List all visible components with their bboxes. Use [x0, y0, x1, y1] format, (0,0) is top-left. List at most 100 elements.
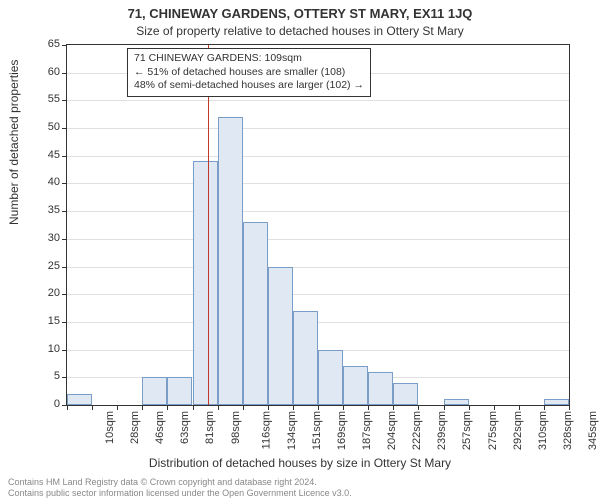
xtick-mark — [243, 405, 244, 410]
ytick-label: 40 — [30, 176, 60, 188]
xtick-mark — [167, 405, 168, 410]
histogram-bar — [142, 377, 167, 405]
y-axis-label: Number of detached properties — [7, 60, 21, 225]
ytick-label: 0 — [30, 398, 60, 410]
xtick-mark — [469, 405, 470, 410]
ytick-mark — [62, 350, 67, 351]
xtick-mark — [268, 405, 269, 410]
ytick-mark — [62, 211, 67, 212]
chart-title-sub: Size of property relative to detached ho… — [0, 24, 600, 38]
gridline — [67, 156, 569, 157]
xtick-label: 81sqm — [204, 411, 216, 444]
histogram-bar — [293, 311, 318, 405]
ytick-mark — [62, 100, 67, 101]
ytick-mark — [62, 294, 67, 295]
gridline — [67, 211, 569, 212]
xtick-label: 292sqm — [512, 411, 524, 450]
x-axis-label: Distribution of detached houses by size … — [0, 456, 600, 470]
footer-line-1: Contains HM Land Registry data © Crown c… — [8, 477, 352, 487]
ytick-mark — [62, 156, 67, 157]
xtick-label: 116sqm — [260, 411, 272, 449]
gridline — [67, 294, 569, 295]
xtick-label: 134sqm — [286, 411, 298, 450]
histogram-bar — [343, 366, 368, 405]
xtick-label: 204sqm — [386, 411, 398, 450]
xtick-mark — [117, 405, 118, 410]
ytick-mark — [62, 267, 67, 268]
ytick-label: 15 — [30, 315, 60, 327]
xtick-label: 46sqm — [154, 411, 166, 444]
xtick-label: 169sqm — [336, 411, 348, 450]
xtick-mark — [368, 405, 369, 410]
histogram-chart: 71, CHINEWAY GARDENS, OTTERY ST MARY, EX… — [0, 0, 600, 500]
xtick-mark — [418, 405, 419, 410]
histogram-bar — [544, 399, 569, 405]
histogram-bar — [368, 372, 393, 405]
ytick-mark — [62, 322, 67, 323]
ytick-label: 25 — [30, 260, 60, 272]
xtick-label: 328sqm — [562, 411, 574, 450]
xtick-label: 63sqm — [179, 411, 191, 444]
histogram-bar — [318, 350, 343, 405]
ytick-label: 30 — [30, 232, 60, 244]
histogram-bar — [268, 267, 293, 405]
histogram-bar — [393, 383, 418, 405]
chart-title-main: 71, CHINEWAY GARDENS, OTTERY ST MARY, EX… — [0, 6, 600, 21]
xtick-mark — [67, 405, 68, 410]
gridline — [67, 239, 569, 240]
xtick-mark — [393, 405, 394, 410]
annotation-line-1: 71 CHINEWAY GARDENS: 109sqm — [134, 52, 364, 66]
xtick-mark — [519, 405, 520, 410]
ytick-mark — [62, 128, 67, 129]
ytick-label: 20 — [30, 287, 60, 299]
ytick-label: 10 — [30, 343, 60, 355]
xtick-mark — [318, 405, 319, 410]
ytick-label: 55 — [30, 93, 60, 105]
xtick-mark — [544, 405, 545, 410]
annotation-box: 71 CHINEWAY GARDENS: 109sqm ← 51% of det… — [127, 48, 371, 97]
gridline — [67, 183, 569, 184]
histogram-bar — [193, 161, 218, 405]
xtick-mark — [193, 405, 194, 410]
histogram-bar — [218, 117, 243, 405]
gridline — [67, 322, 569, 323]
ytick-mark — [62, 239, 67, 240]
xtick-mark — [569, 405, 570, 410]
property-marker-line — [208, 45, 209, 405]
xtick-label: 239sqm — [436, 411, 448, 450]
annotation-line-3: 48% of semi-detached houses are larger (… — [134, 79, 364, 93]
xtick-label: 275sqm — [487, 411, 499, 450]
xtick-label: 187sqm — [361, 411, 373, 450]
ytick-label: 35 — [30, 204, 60, 216]
gridline — [67, 100, 569, 101]
xtick-label: 98sqm — [230, 411, 242, 444]
xtick-mark — [293, 405, 294, 410]
ytick-label: 5 — [30, 370, 60, 382]
xtick-label: 151sqm — [311, 411, 323, 450]
footer-attribution: Contains HM Land Registry data © Crown c… — [8, 477, 352, 498]
xtick-mark — [218, 405, 219, 410]
xtick-mark — [92, 405, 93, 410]
xtick-label: 310sqm — [537, 411, 549, 450]
plot-area: 10sqm28sqm46sqm63sqm81sqm98sqm116sqm134s… — [66, 44, 570, 406]
ytick-mark — [62, 45, 67, 46]
histogram-bar — [444, 399, 469, 405]
xtick-mark — [444, 405, 445, 410]
xtick-label: 10sqm — [104, 411, 116, 444]
xtick-mark — [142, 405, 143, 410]
xtick-mark — [343, 405, 344, 410]
xtick-label: 345sqm — [587, 411, 599, 450]
annotation-line-2: ← 51% of detached houses are smaller (10… — [134, 66, 364, 80]
ytick-label: 60 — [30, 66, 60, 78]
ytick-label: 65 — [30, 38, 60, 50]
footer-line-2: Contains public sector information licen… — [8, 488, 352, 498]
ytick-mark — [62, 183, 67, 184]
histogram-bar — [167, 377, 192, 405]
xtick-mark — [494, 405, 495, 410]
xtick-label: 222sqm — [411, 411, 423, 450]
histogram-bar — [67, 394, 92, 405]
gridline — [67, 128, 569, 129]
gridline — [67, 267, 569, 268]
xtick-label: 257sqm — [462, 411, 474, 450]
ytick-label: 45 — [30, 149, 60, 161]
